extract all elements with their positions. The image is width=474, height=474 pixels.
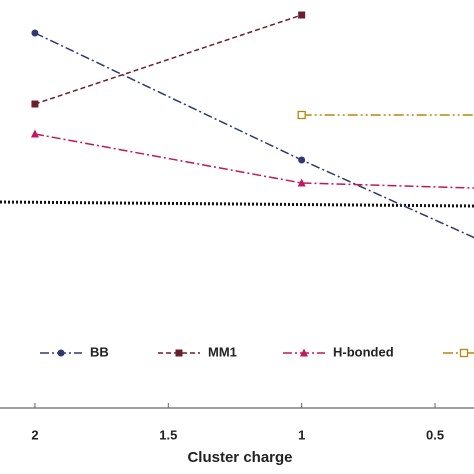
point (297, 178, 306, 187)
reference-line (0, 200, 474, 208)
plot-area (0, 11, 474, 239)
legend-marker (300, 348, 308, 357)
x-tick-label: 2 (31, 427, 38, 442)
point (31, 29, 39, 37)
x-tick-label: 1.5 (159, 427, 177, 442)
legend-label: H-bonded (333, 344, 394, 359)
series-line (34, 133, 474, 189)
series-line (34, 14, 302, 105)
point (30, 129, 39, 138)
legend-label: MM1 (208, 344, 237, 359)
point (31, 100, 39, 108)
x-axis-label: Cluster charge (187, 449, 292, 466)
legend-marker (175, 349, 183, 357)
point (298, 11, 306, 19)
legend-marker (57, 349, 65, 357)
point (297, 110, 306, 120)
point (298, 156, 306, 164)
series-line (34, 32, 474, 239)
legend-label: BB (90, 344, 109, 359)
legend-marker (459, 348, 469, 358)
x-tick-label: 0.5 (426, 427, 444, 442)
x-tick-label: 1 (298, 427, 305, 442)
